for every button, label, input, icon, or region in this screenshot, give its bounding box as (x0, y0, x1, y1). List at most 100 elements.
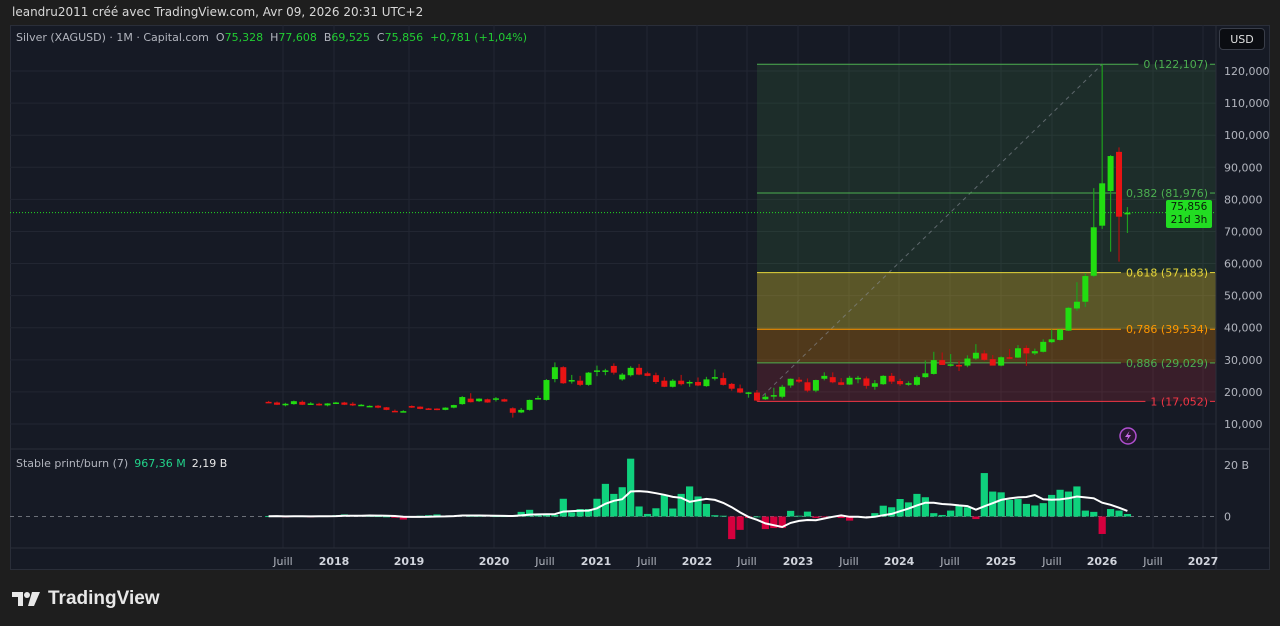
indicator-bar (1123, 514, 1132, 517)
grid (10, 25, 1216, 548)
candle (922, 360, 929, 378)
indicator-bar (888, 507, 896, 517)
candle-body (290, 401, 297, 405)
candle (593, 365, 600, 377)
candle-body (265, 401, 272, 404)
candle-body (526, 399, 533, 410)
candle (652, 372, 659, 384)
time-axis-label: Juill (272, 555, 292, 568)
candle-body (450, 405, 457, 408)
candle-body (737, 388, 744, 393)
candle (602, 368, 609, 376)
candle (1073, 282, 1080, 311)
time-axis-label: 2018 (319, 555, 350, 568)
high-label: H (270, 31, 279, 44)
candle (425, 407, 432, 410)
currency-button[interactable]: USD (1219, 28, 1265, 50)
candle-body (703, 379, 710, 387)
candle-body (1065, 307, 1072, 331)
candle (989, 355, 996, 366)
candle-body (812, 380, 819, 391)
candle-body (846, 377, 853, 385)
candle (332, 401, 339, 405)
tradingview-logo: TradingView (12, 588, 160, 610)
candle-body (652, 375, 659, 382)
indicator-bar (576, 509, 584, 517)
indicator-bar (803, 511, 812, 517)
indicator-bars (265, 458, 1132, 540)
candle (686, 380, 693, 387)
indicator-bar (955, 505, 963, 517)
candle-body (408, 406, 415, 408)
candle (1107, 155, 1114, 252)
candle (888, 372, 895, 384)
candle-body (871, 383, 878, 387)
indicator-bar (652, 508, 660, 517)
candle-body (425, 408, 432, 410)
time-axis-label: 2025 (986, 555, 1017, 568)
candle (863, 376, 870, 389)
candle (535, 395, 542, 400)
candle-body (585, 372, 592, 385)
candle (341, 401, 348, 406)
candle-body (1023, 347, 1030, 354)
indicator-bar (265, 516, 273, 518)
indicator-bar (1107, 509, 1115, 517)
indicator-bar (568, 512, 576, 517)
candle-body (947, 364, 954, 366)
candle-body (442, 407, 449, 410)
indicator-bar (1056, 489, 1064, 517)
candle-body (391, 410, 398, 413)
candle (1057, 329, 1064, 341)
candle-body (400, 411, 407, 413)
candle-body (509, 408, 516, 413)
indicator-bar (391, 516, 399, 518)
lightning-icon[interactable] (1119, 427, 1137, 445)
candle (509, 407, 516, 418)
price-axis-label: 100,000 (1224, 129, 1270, 142)
candle-body (804, 382, 811, 391)
candle (434, 408, 440, 411)
candle-body (560, 367, 567, 384)
candle (1124, 207, 1131, 233)
time-axis-label: Juill (636, 555, 656, 568)
candle-body (602, 370, 609, 372)
candle (627, 366, 634, 377)
time-axis[interactable]: Juill 2018 2019 2020 Juill 2021 Juill 2022 Juill… (272, 555, 1218, 568)
candle (787, 378, 794, 388)
indicator-name[interactable]: Stable print/burn (7) (16, 457, 129, 470)
candle (518, 407, 525, 414)
candle (897, 378, 904, 386)
candle (770, 387, 777, 400)
indicator-bar (778, 516, 786, 529)
candle-body (492, 398, 499, 400)
time-axis-label: Juill (736, 555, 756, 568)
time-axis-label: 2022 (682, 555, 713, 568)
candle (375, 405, 382, 409)
candle-body (880, 375, 887, 385)
indicator-bar (694, 496, 702, 517)
tradingview-logo-icon (12, 592, 40, 606)
candle (619, 372, 626, 381)
candle-body (1107, 156, 1114, 192)
indicator-bar (871, 513, 879, 517)
indicator-bar (820, 516, 828, 518)
candle-body (543, 380, 550, 400)
indicator-bar (711, 515, 719, 517)
price-axis-label: 40,000 (1224, 322, 1263, 335)
price-axis[interactable]: 120,000 110,000 100,000 90,000 80,000 70,000 6… (1224, 65, 1270, 431)
price-axis-label: 110,000 (1224, 97, 1270, 110)
candle (358, 404, 365, 407)
candle-body (551, 367, 558, 380)
candle-body (467, 398, 474, 403)
indicator-bar (374, 516, 382, 518)
indicator-bar (980, 473, 988, 517)
candle-body (711, 377, 718, 379)
candle-body (998, 357, 1005, 366)
fib-trend-line (756, 63, 1103, 402)
symbol-title[interactable]: Silver (XAGUSD) · 1M · Capital.com (16, 31, 209, 44)
candle-body (989, 359, 996, 366)
candle (265, 400, 272, 404)
candle-body (375, 405, 382, 408)
